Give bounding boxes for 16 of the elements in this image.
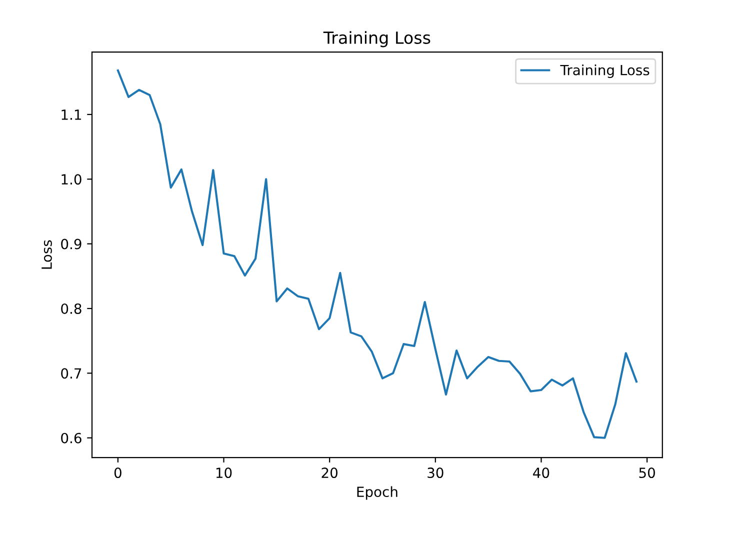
x-tick-label: 40 bbox=[533, 468, 550, 478]
y-axis-title: Loss bbox=[42, 240, 52, 269]
x-tick-label: 50 bbox=[639, 468, 655, 478]
y-tick-label: 0.8 bbox=[61, 303, 82, 314]
y-tick-label: 0.6 bbox=[61, 432, 82, 444]
x-axis-title: Epoch bbox=[357, 486, 398, 500]
y-tick-label: 0.9 bbox=[61, 238, 82, 250]
x-tick-label: 10 bbox=[216, 468, 232, 478]
x-tick-label: 30 bbox=[428, 468, 444, 478]
legend-label: Training Loss bbox=[560, 64, 650, 78]
x-tick-label: 0 bbox=[114, 468, 122, 478]
y-tick-label: 1.0 bbox=[62, 174, 82, 185]
y-tick-label: 1.1 bbox=[62, 110, 81, 120]
y-tick-label: 0.7 bbox=[61, 368, 82, 379]
x-tick-label: 20 bbox=[322, 468, 338, 478]
chart-title: Training Loss bbox=[323, 31, 430, 48]
